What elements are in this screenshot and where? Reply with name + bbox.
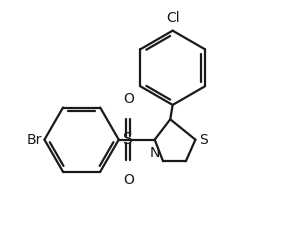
Text: Br: Br xyxy=(27,133,42,147)
Text: N: N xyxy=(149,146,160,160)
Text: S: S xyxy=(199,133,208,147)
Text: Cl: Cl xyxy=(166,11,179,25)
Text: O: O xyxy=(123,92,134,106)
Text: O: O xyxy=(123,173,134,187)
Text: S: S xyxy=(123,132,133,147)
